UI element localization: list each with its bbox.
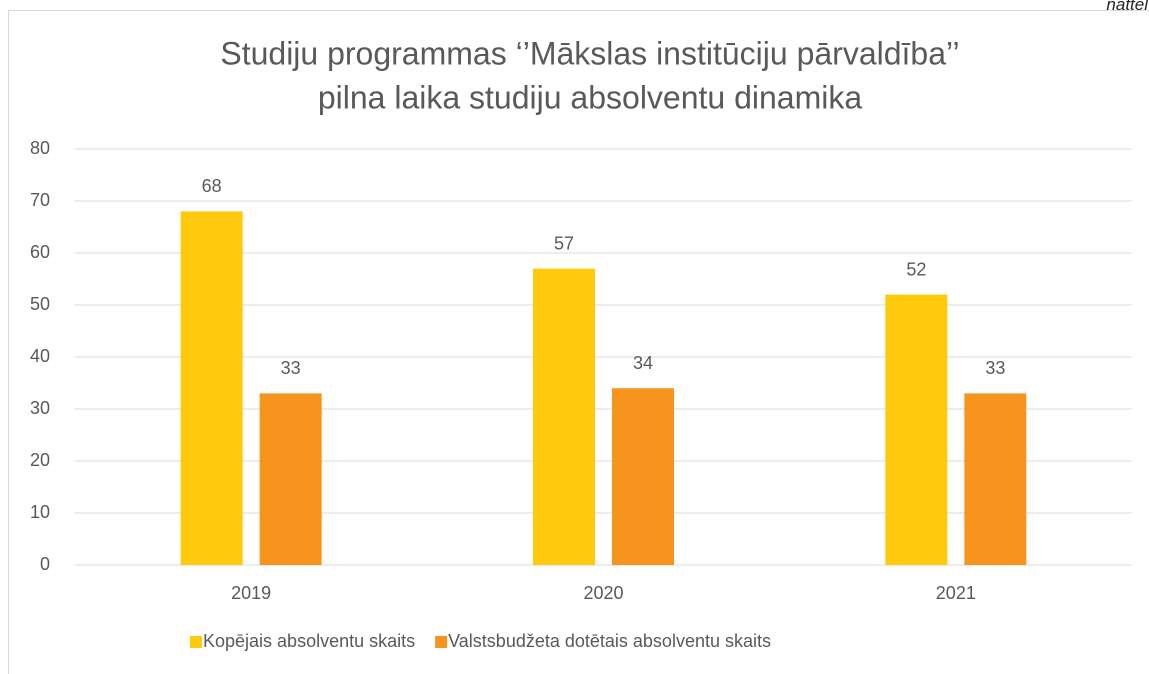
y-tick-label: 0 <box>40 554 50 574</box>
y-tick-label: 50 <box>30 294 50 314</box>
chart-border <box>8 10 1149 674</box>
data-label: 52 <box>906 259 926 279</box>
data-label: 34 <box>633 353 653 373</box>
y-tick-label: 70 <box>30 190 50 210</box>
bar <box>964 393 1027 565</box>
data-label: 57 <box>554 233 574 253</box>
chart-title: pilna laika studiju absolventu dinamika <box>318 79 863 115</box>
x-tick-label: 2019 <box>231 583 271 603</box>
data-label: 33 <box>985 358 1005 378</box>
bar <box>533 268 595 565</box>
y-tick-label: 40 <box>30 346 50 366</box>
y-tick-label: 80 <box>30 138 50 158</box>
data-label: 68 <box>202 176 222 196</box>
y-tick-label: 30 <box>30 398 50 418</box>
x-tick-label: 2021 <box>936 583 976 603</box>
legend-label: Valstsbudžeta dotētais absolventu skaits <box>448 631 771 651</box>
legend-label: Kopējais absolventu skaits <box>203 631 415 651</box>
data-label: 33 <box>281 358 301 378</box>
y-tick-label: 60 <box>30 242 50 262</box>
corner-text: nattēl <box>1106 0 1149 14</box>
legend-swatch <box>435 636 448 648</box>
bar <box>612 388 674 565</box>
bar <box>180 211 243 565</box>
x-tick-label: 2020 <box>583 583 623 603</box>
legend-swatch <box>190 636 202 648</box>
y-tick-label: 20 <box>30 450 50 470</box>
chart-title: Studiju programmas ‘’Mākslas institūciju… <box>220 35 959 71</box>
bar <box>259 393 322 565</box>
bar <box>885 294 948 565</box>
y-tick-label: 10 <box>30 502 50 522</box>
